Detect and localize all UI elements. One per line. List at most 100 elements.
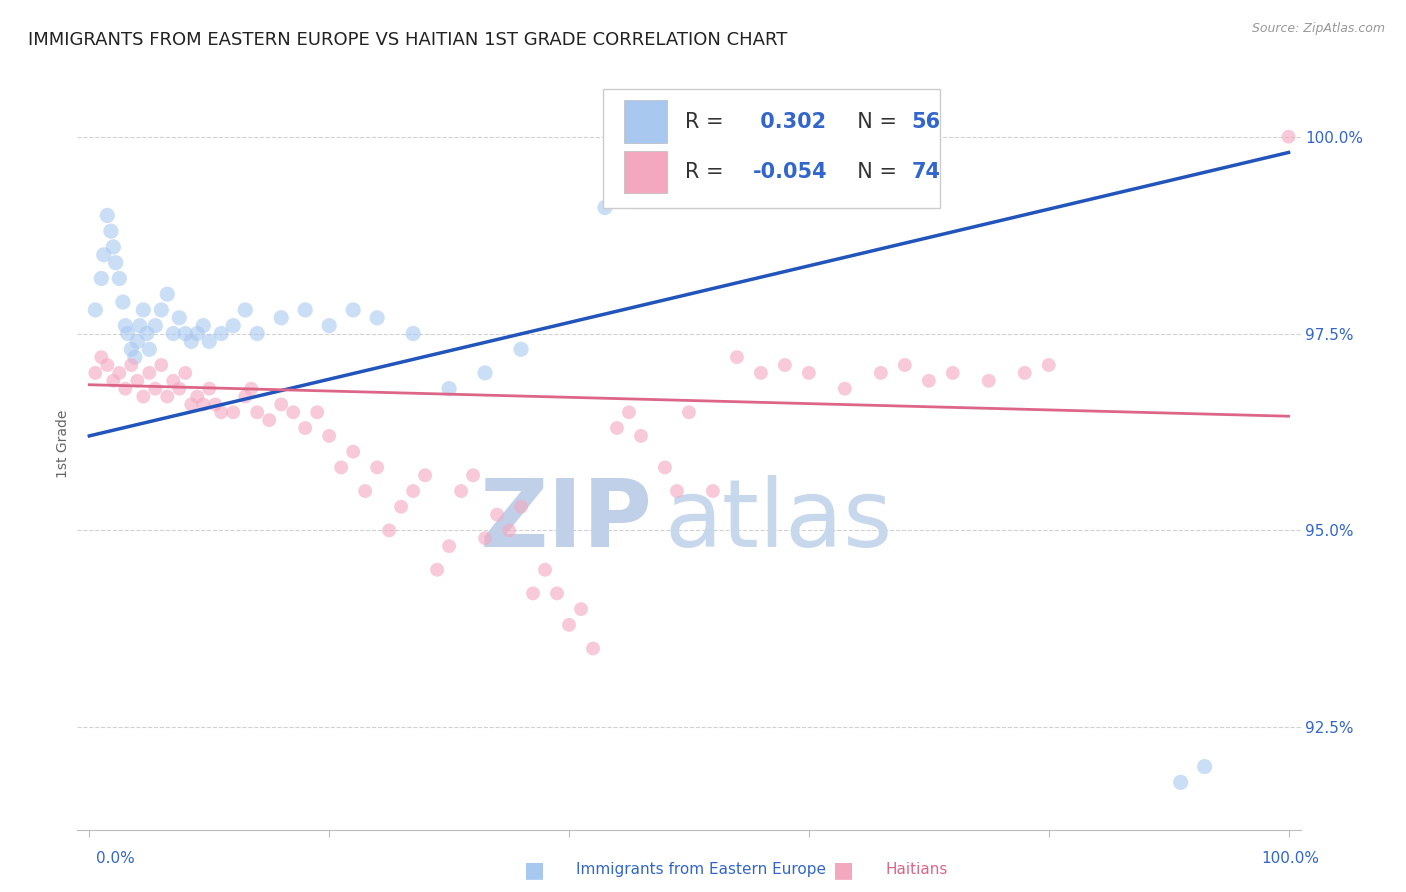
Point bbox=[486, 508, 509, 522]
Point bbox=[84, 366, 107, 380]
Point bbox=[366, 310, 388, 325]
Point bbox=[222, 405, 245, 419]
Point bbox=[270, 397, 292, 411]
Point bbox=[1277, 129, 1299, 144]
Point bbox=[156, 287, 179, 301]
Point bbox=[534, 563, 557, 577]
Point bbox=[193, 318, 215, 333]
Point bbox=[90, 350, 112, 364]
Point bbox=[402, 483, 425, 498]
Point bbox=[664, 185, 686, 199]
Point bbox=[222, 318, 245, 333]
Point bbox=[96, 358, 118, 372]
Point bbox=[209, 405, 232, 419]
Point bbox=[114, 382, 136, 396]
Point bbox=[162, 326, 184, 341]
Point bbox=[569, 602, 592, 616]
Text: ■: ■ bbox=[834, 860, 853, 880]
Point bbox=[366, 460, 388, 475]
Point bbox=[90, 271, 112, 285]
Point bbox=[606, 185, 628, 199]
Point bbox=[180, 334, 202, 349]
Point bbox=[389, 500, 412, 514]
Point bbox=[342, 444, 364, 458]
Point bbox=[773, 358, 796, 372]
Point bbox=[117, 326, 139, 341]
Point bbox=[127, 334, 149, 349]
Point bbox=[138, 343, 160, 357]
Point bbox=[294, 302, 316, 317]
Point bbox=[156, 390, 179, 404]
Point bbox=[582, 641, 605, 656]
Point bbox=[749, 366, 772, 380]
Text: 0.0%: 0.0% bbox=[96, 851, 135, 865]
Point bbox=[651, 169, 673, 183]
Point bbox=[617, 169, 640, 183]
Text: 0.302: 0.302 bbox=[752, 112, 825, 132]
Point bbox=[437, 539, 460, 553]
Point bbox=[617, 405, 640, 419]
Point bbox=[641, 153, 664, 168]
Point bbox=[233, 302, 256, 317]
Point bbox=[1038, 358, 1060, 372]
Point bbox=[138, 366, 160, 380]
Point bbox=[834, 382, 856, 396]
Point bbox=[257, 413, 280, 427]
Point bbox=[180, 397, 202, 411]
Point bbox=[648, 161, 671, 176]
Point bbox=[644, 169, 666, 183]
Text: R =: R = bbox=[685, 161, 731, 182]
Text: R =: R = bbox=[685, 112, 731, 132]
Point bbox=[402, 326, 425, 341]
Point bbox=[330, 460, 353, 475]
Point bbox=[240, 382, 263, 396]
Point bbox=[150, 302, 173, 317]
Text: ZIP: ZIP bbox=[479, 475, 652, 567]
Point bbox=[120, 358, 142, 372]
Point bbox=[654, 460, 676, 475]
Point bbox=[918, 374, 941, 388]
Point bbox=[461, 468, 484, 483]
Point bbox=[162, 374, 184, 388]
Point bbox=[630, 429, 652, 443]
Point bbox=[150, 358, 173, 372]
Point bbox=[108, 366, 131, 380]
Text: N =: N = bbox=[844, 112, 904, 132]
Point bbox=[636, 169, 658, 183]
Point bbox=[378, 524, 401, 538]
Text: -0.054: -0.054 bbox=[752, 161, 827, 182]
Point bbox=[143, 382, 166, 396]
Point bbox=[450, 483, 472, 498]
Point bbox=[318, 318, 340, 333]
Text: 100.0%: 100.0% bbox=[1261, 851, 1319, 865]
Point bbox=[104, 255, 127, 269]
Point bbox=[233, 390, 256, 404]
Point bbox=[474, 531, 496, 545]
Point bbox=[474, 366, 496, 380]
Point bbox=[128, 318, 150, 333]
Point bbox=[209, 326, 232, 341]
Point bbox=[678, 405, 700, 419]
Point bbox=[894, 358, 917, 372]
Point bbox=[169, 310, 191, 325]
Point bbox=[246, 405, 269, 419]
Point bbox=[498, 524, 520, 538]
Point bbox=[657, 161, 679, 176]
Point bbox=[342, 302, 364, 317]
Point bbox=[127, 374, 149, 388]
Point bbox=[135, 326, 157, 341]
Point bbox=[96, 209, 118, 223]
Text: 56: 56 bbox=[911, 112, 941, 132]
Text: 74: 74 bbox=[911, 161, 941, 182]
Text: ■: ■ bbox=[524, 860, 544, 880]
Point bbox=[702, 483, 724, 498]
Point bbox=[174, 366, 197, 380]
Point bbox=[204, 397, 226, 411]
Point bbox=[198, 382, 221, 396]
Point bbox=[143, 318, 166, 333]
Point bbox=[558, 618, 581, 632]
Point bbox=[84, 302, 107, 317]
Point bbox=[120, 343, 142, 357]
Point bbox=[630, 161, 652, 176]
Point bbox=[354, 483, 377, 498]
